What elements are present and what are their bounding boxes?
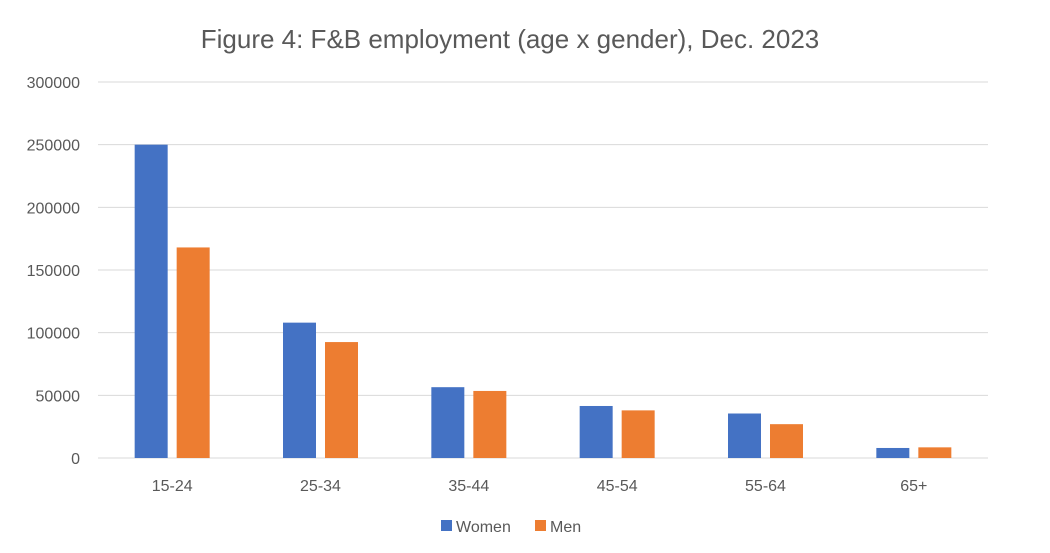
bar-women-45-54	[579, 405, 613, 458]
y-tick-label: 250000	[27, 138, 80, 155]
legend-label-men: Men	[550, 519, 581, 536]
x-tick-label: 55-64	[745, 478, 786, 495]
y-axis-ticks: 0 50000 100000 150000 200000 250000 300000	[27, 75, 80, 468]
y-tick-label: 50000	[36, 388, 81, 405]
x-tick-label: 25-34	[300, 478, 341, 495]
bars	[134, 144, 952, 458]
bar-men-65+	[918, 447, 952, 458]
bar-women-65+	[876, 447, 910, 458]
legend: Women Men	[441, 519, 581, 536]
bar-men-55-64	[770, 424, 803, 458]
bar-men-35-44	[473, 390, 507, 458]
bar-women-25-34	[283, 322, 316, 458]
bar-women-15-24	[134, 144, 168, 458]
gridlines	[98, 81, 988, 459]
y-tick-label: 100000	[27, 326, 80, 343]
legend-swatch-women	[441, 520, 452, 531]
x-tick-label: 35-44	[448, 478, 489, 495]
x-tick-label: 15-24	[152, 478, 193, 495]
chart-title: Figure 4: F&B employment (age x gender),…	[201, 24, 820, 54]
bar-women-35-44	[431, 387, 465, 458]
bar-men-15-24	[176, 247, 210, 458]
x-axis-ticks: 15-24 25-34 35-44 45-54 55-64 65+	[152, 478, 928, 495]
legend-label-women: Women	[456, 519, 511, 536]
y-tick-label: 300000	[27, 75, 80, 92]
y-tick-label: 200000	[27, 200, 80, 217]
y-tick-label: 0	[71, 451, 80, 468]
bar-men-25-34	[325, 342, 358, 458]
x-tick-label: 45-54	[597, 478, 638, 495]
bar-men-45-54	[621, 410, 655, 458]
x-tick-label: 65+	[900, 478, 927, 495]
y-tick-label: 150000	[27, 263, 80, 280]
legend-swatch-men	[535, 520, 546, 531]
bar-women-55-64	[728, 413, 761, 458]
